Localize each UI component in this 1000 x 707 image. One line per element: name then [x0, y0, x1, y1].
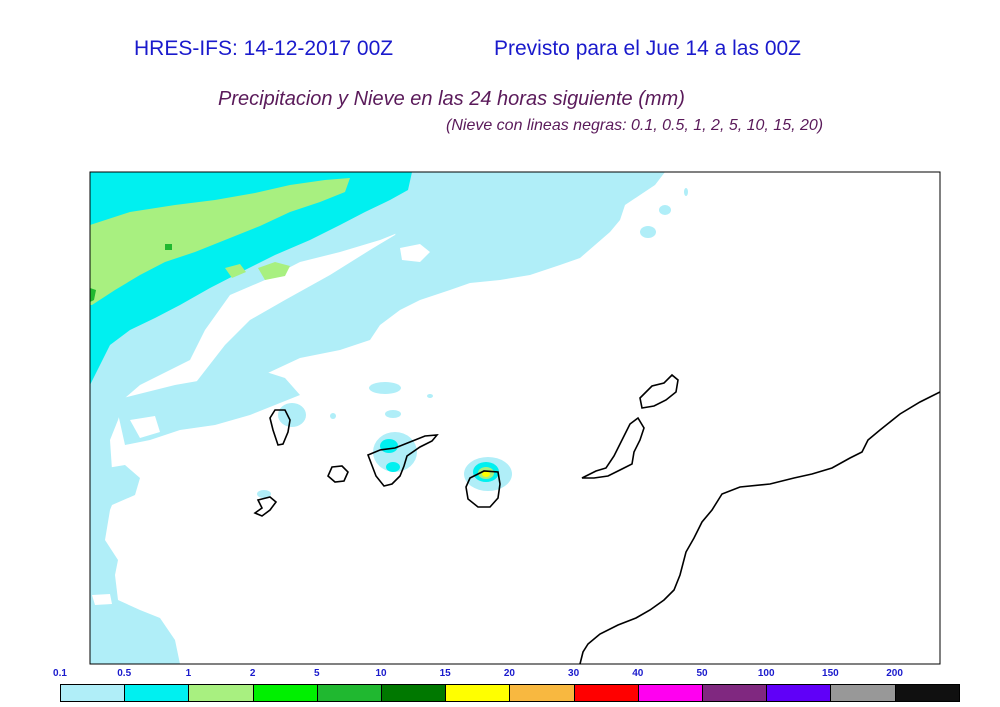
colorbar-swatch	[702, 684, 768, 702]
map-title: Precipitacion y Nieve en las 24 horas si…	[218, 88, 685, 110]
precip-area-light	[95, 465, 140, 505]
precip-area-very-heavy	[90, 288, 96, 302]
island-fuerteventura	[581, 416, 645, 479]
precip-area-light	[659, 205, 671, 215]
island-la-gomera	[327, 465, 349, 483]
colorbar-tick-label: 150	[822, 668, 839, 679]
precip-area-light	[427, 394, 433, 398]
colorbar-tick-label: 0.5	[117, 668, 132, 679]
colorbar-tick-label: 40	[632, 668, 644, 679]
precip-gap	[140, 575, 165, 590]
precip-area-light	[385, 410, 401, 418]
colorbar-tick-label: 200	[886, 668, 903, 679]
model-run-label: HRES-IFS: 14-12-2017 00Z	[134, 37, 394, 60]
precip-area-light	[278, 403, 306, 427]
precip-area-moderate	[386, 462, 400, 472]
colorbar-tick-label: 20	[503, 668, 515, 679]
precip-area-very-heavy	[165, 244, 172, 250]
precip-area-heavy	[258, 262, 290, 280]
precip-area-light	[684, 188, 688, 196]
precip-area-light	[257, 490, 271, 498]
colorbar-swatch	[445, 684, 511, 702]
precip-gap	[112, 500, 165, 555]
precip-area-light	[640, 226, 656, 238]
colorbar-swatch	[509, 684, 575, 702]
colorbar-swatch	[124, 684, 190, 702]
precip-area-moderate	[380, 439, 398, 453]
precip-area-intense	[482, 471, 490, 477]
colorbar-swatch	[252, 684, 318, 702]
precip-area-heavy	[225, 264, 246, 278]
precip-area-light	[369, 382, 401, 394]
colorbar-swatch	[188, 684, 254, 702]
island-la-palma	[269, 409, 291, 446]
africa-coastline	[579, 391, 940, 664]
precip-gap	[92, 594, 112, 605]
colorbar-tick-label: 5	[314, 668, 320, 679]
precip-area-heavy	[90, 178, 350, 305]
island-gran-canaria	[465, 470, 501, 508]
map-frame	[89, 171, 941, 665]
colorbar-tick-label: 100	[757, 668, 775, 679]
precip-area-light	[115, 370, 300, 445]
colorbar-tick-label: 10	[375, 668, 387, 679]
precip-area-light	[580, 172, 640, 200]
colorbar-swatch	[830, 684, 896, 702]
precip-area-light	[190, 172, 665, 395]
colorbar-tick-label: 2	[249, 668, 256, 679]
colorbar-swatch	[316, 684, 382, 702]
colorbar-swatch	[60, 684, 126, 702]
precip-gap	[400, 244, 430, 262]
colorbar-swatch	[766, 684, 832, 702]
precip-area-light	[330, 413, 336, 419]
colorbar-tick-label: 30	[568, 668, 580, 679]
map-subtitle: (Nieve con lineas negras: 0.1, 0.5, 1, 2…	[446, 117, 824, 134]
colorbar-tick-label: 1	[185, 668, 192, 679]
colorbar-tick-label: 0.1	[53, 668, 67, 679]
precip-gap	[130, 416, 160, 438]
colorbar-swatch	[573, 684, 639, 702]
colorbar-swatch	[894, 684, 960, 702]
island-el-hierro	[253, 496, 278, 517]
forecast-time-label: Previsto para el Jue 14 a las 00Z	[494, 37, 802, 60]
colorbar-swatch	[637, 684, 703, 702]
colorbar-tick-label: 50	[696, 668, 708, 679]
colorbar-swatch	[381, 684, 447, 702]
island-lanzarote	[639, 373, 679, 409]
colorbar-tick-label: 15	[439, 668, 451, 679]
island-tenerife	[366, 434, 439, 487]
